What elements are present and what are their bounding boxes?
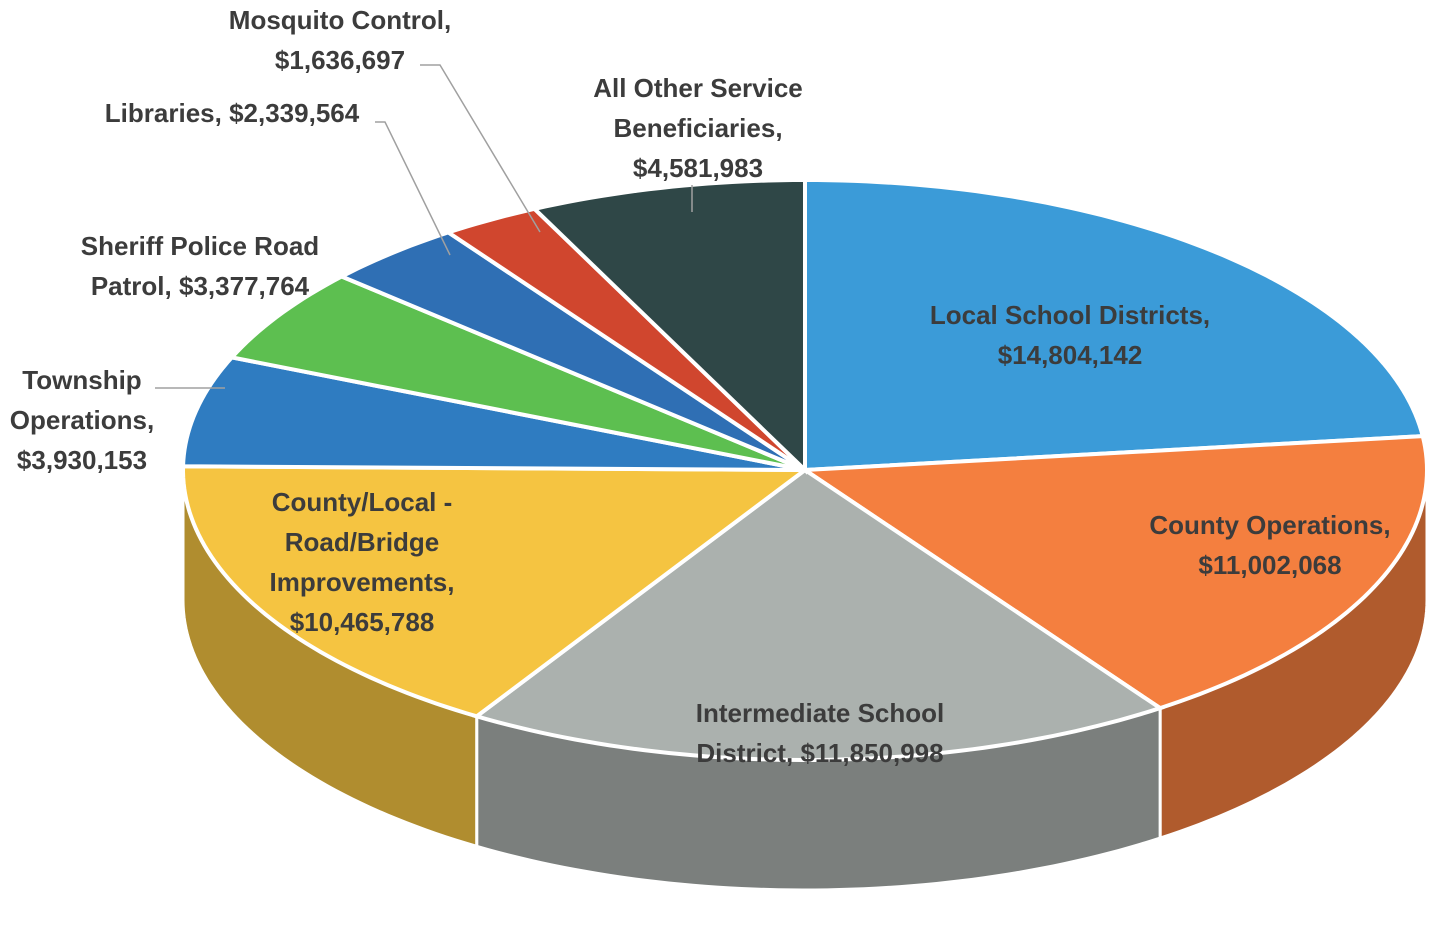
slice	[803, 177, 1426, 473]
category-label: County/Local - Road/Bridge Improvements,	[269, 487, 455, 597]
leader-line	[375, 121, 451, 256]
category-label: Libraries,	[104, 98, 222, 128]
value-label: $11,850,998	[800, 738, 944, 768]
slice	[227, 274, 806, 472]
data-label: County Operations, $11,002,068	[1110, 505, 1430, 585]
value-label: $14,804,142	[997, 340, 1143, 370]
value-label: $11,002,068	[1198, 550, 1342, 580]
category-label: Mosquito Control,	[228, 5, 452, 35]
slice	[798, 434, 1430, 711]
value-label: $3,377,764	[179, 271, 310, 301]
data-label: All Other Service Beneficiaries, $4,581,…	[568, 68, 828, 188]
value-label: $2,339,564	[229, 98, 360, 128]
value-label: $1,636,697	[274, 45, 406, 75]
category-label: All Other Service Beneficiaries,	[593, 73, 803, 143]
value-label: $4,581,983	[632, 153, 764, 183]
data-label: Sheriff Police Road Patrol, $3,377,764	[50, 226, 350, 306]
slice	[530, 177, 807, 475]
data-label: County/Local - Road/Bridge Improvements,…	[232, 482, 492, 642]
value-label: $3,930,153	[16, 445, 148, 475]
data-label: Local School Districts, $14,804,142	[870, 295, 1270, 375]
slice	[181, 464, 811, 719]
data-label: Libraries, $2,339,564	[67, 93, 397, 133]
leader-line	[420, 64, 541, 233]
category-label: Township Operations,	[9, 365, 155, 435]
category-label: Sheriff Police Road Patrol,	[80, 231, 320, 301]
value-label: $10,465,788	[289, 607, 435, 637]
category-label: Intermediate School District,	[695, 698, 945, 768]
slice	[472, 467, 1165, 762]
category-label: Local School Districts,	[929, 300, 1211, 330]
data-label: Township Operations, $3,930,153	[0, 360, 167, 480]
category-label: County Operations,	[1149, 510, 1391, 540]
slice	[336, 230, 807, 472]
data-label: Intermediate School District, $11,850,99…	[650, 693, 990, 773]
data-label: Mosquito Control, $1,636,697	[190, 0, 490, 80]
slice	[180, 355, 806, 472]
slice	[443, 206, 807, 472]
